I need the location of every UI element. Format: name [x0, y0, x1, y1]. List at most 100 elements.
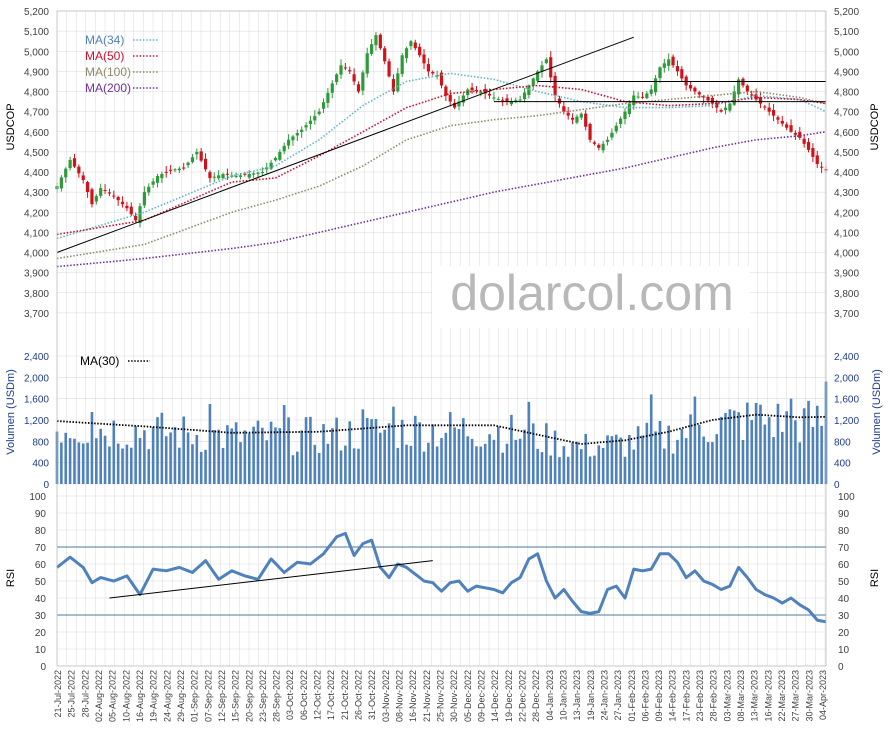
x-tick-label: 26-Oct-2022: [354, 670, 364, 720]
volume-bar: [344, 445, 347, 484]
volume-bar: [566, 456, 570, 484]
rsi-panel: [56, 531, 827, 624]
rsi-tick-label-right: 80: [838, 526, 850, 537]
candle-body: [418, 46, 422, 56]
volume-bar: [759, 404, 762, 484]
x-tick-label: 22-Dec-2022: [518, 670, 528, 722]
candle-body: [653, 78, 658, 93]
price-axis-title-left: USDCOP: [5, 103, 17, 150]
volume-bar: [789, 398, 793, 484]
volume-bar: [676, 439, 679, 484]
x-tick-label: 19-Aug-2022: [149, 670, 159, 722]
volume-bar: [169, 432, 172, 484]
candle-body: [404, 48, 409, 59]
volume-bar: [435, 446, 439, 484]
volume-bar: [396, 447, 400, 484]
rsi-tick-label-right: 100: [838, 492, 855, 503]
candle-body: [584, 113, 588, 127]
volume-bar: [278, 428, 282, 484]
candle-body: [317, 111, 321, 115]
candle-body: [247, 174, 251, 178]
volume-tick-label-left: 400: [32, 459, 49, 470]
volume-bar: [81, 443, 85, 484]
volume-bar: [575, 441, 579, 484]
volume-bar: [339, 450, 343, 484]
candle-body: [479, 91, 483, 94]
ma50-line: [56, 84, 827, 236]
rsi-tick-label-left: 40: [35, 594, 47, 605]
candle-body: [702, 96, 706, 98]
volume-bar: [785, 411, 788, 484]
volume-bar: [234, 422, 238, 484]
candle-body: [754, 94, 758, 100]
rsi-tick-label-left: 70: [35, 543, 47, 554]
candle-body: [59, 177, 63, 189]
candle-body: [667, 59, 671, 66]
watermark: dolarcol.com: [450, 265, 733, 321]
rsi-tick-label-right: 10: [838, 645, 850, 656]
candle-body: [304, 125, 308, 128]
volume-bar: [540, 452, 544, 484]
price-tick-label-right: 5,000: [834, 47, 859, 58]
volume-bar: [584, 433, 587, 484]
volume-bar: [208, 404, 212, 484]
candle-body: [225, 173, 230, 175]
candle-body: [448, 94, 452, 102]
candle-body: [413, 42, 417, 49]
volume-bar: [619, 437, 622, 484]
volume-bar: [501, 452, 504, 484]
volume-bar: [77, 442, 81, 484]
volume-bar: [330, 428, 334, 484]
volume-bar: [138, 437, 142, 484]
volume-bar: [134, 426, 137, 484]
volume-bar: [697, 424, 701, 484]
volume-bar: [173, 427, 177, 484]
rsi-tick-label-left: 80: [35, 526, 47, 537]
candle-body: [90, 189, 94, 205]
volume-ma30-line: [56, 413, 827, 445]
volume-bar: [549, 455, 553, 484]
candle-body: [597, 144, 601, 148]
volume-bar: [243, 430, 247, 484]
price-panel: MA(34) MA(50) MA(100) MA(200): [55, 32, 828, 268]
candle-body: [566, 112, 570, 116]
volume-bar: [623, 456, 627, 484]
candle-body: [789, 125, 793, 132]
volume-bar: [103, 435, 107, 484]
price-tick-label-left: 3,800: [24, 289, 49, 300]
volume-bar: [99, 428, 102, 484]
volume-tick-label-right: 2,400: [834, 352, 859, 363]
volume-bar: [741, 439, 745, 484]
volume-bar: [361, 409, 365, 484]
axes: 3,700 3,700 3,800 3,800 3,900 3,900 4,000 4,000…: [5, 7, 883, 722]
volume-bar: [492, 439, 496, 484]
candle-body: [820, 166, 824, 168]
candle-body: [815, 155, 819, 164]
volume-bar: [309, 416, 312, 484]
volume-bar: [711, 442, 714, 484]
candle-body: [99, 188, 103, 196]
x-tick-label: 21-Nov-2022: [422, 670, 432, 722]
price-tick-label-right: 5,100: [834, 27, 859, 38]
volume-bar: [230, 428, 234, 484]
volume-bar: [160, 412, 164, 484]
volume-bar: [614, 434, 618, 484]
price-tick-label-right: 4,000: [834, 249, 859, 260]
x-tick-label: 22-Mar-2023: [777, 670, 787, 722]
volume-bar: [261, 427, 264, 484]
volume-bar: [488, 434, 491, 484]
volume-tick-label-left: 2,000: [24, 373, 49, 384]
candle-body: [623, 111, 627, 120]
rsi-tick-label-left: 10: [35, 645, 47, 656]
volume-bar: [269, 421, 273, 484]
volume-bar: [212, 430, 216, 484]
price-tick-label-right: 4,900: [834, 67, 859, 78]
volume-bar: [116, 443, 120, 484]
volume-bar: [763, 424, 767, 484]
x-tick-label: 03-Oct-2022: [285, 670, 295, 720]
rsi-axis-title-right: RSI: [869, 569, 881, 587]
candle-body: [640, 96, 645, 98]
x-tick-label: 06-Oct-2022: [299, 670, 309, 720]
volume-bar: [112, 420, 116, 484]
price-tick-label-right: 3,700: [834, 309, 859, 320]
